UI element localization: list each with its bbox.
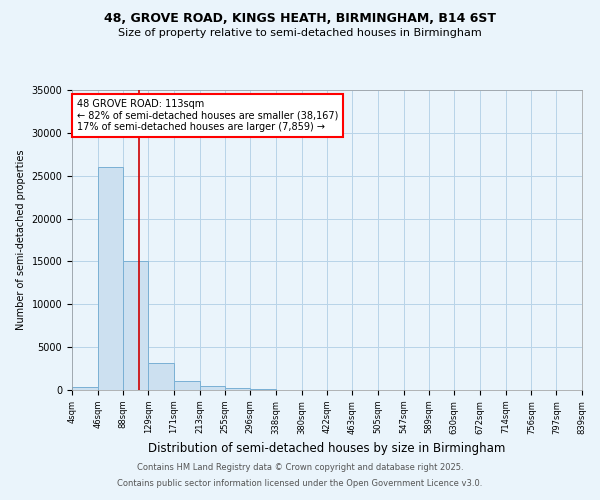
Text: Contains public sector information licensed under the Open Government Licence v3: Contains public sector information licen…: [118, 478, 482, 488]
X-axis label: Distribution of semi-detached houses by size in Birmingham: Distribution of semi-detached houses by …: [148, 442, 506, 455]
Text: Size of property relative to semi-detached houses in Birmingham: Size of property relative to semi-detach…: [118, 28, 482, 38]
Text: Contains HM Land Registry data © Crown copyright and database right 2025.: Contains HM Land Registry data © Crown c…: [137, 464, 463, 472]
Text: 48, GROVE ROAD, KINGS HEATH, BIRMINGHAM, B14 6ST: 48, GROVE ROAD, KINGS HEATH, BIRMINGHAM,…: [104, 12, 496, 26]
Bar: [148, 362, 174, 390]
Bar: [124, 262, 148, 390]
Bar: [72, 386, 98, 390]
Y-axis label: Number of semi-detached properties: Number of semi-detached properties: [16, 150, 26, 330]
Bar: [200, 386, 226, 390]
Bar: [98, 167, 124, 390]
Bar: [174, 380, 200, 390]
Text: 48 GROVE ROAD: 113sqm
← 82% of semi-detached houses are smaller (38,167)
17% of : 48 GROVE ROAD: 113sqm ← 82% of semi-deta…: [77, 99, 338, 132]
Bar: [226, 388, 250, 390]
